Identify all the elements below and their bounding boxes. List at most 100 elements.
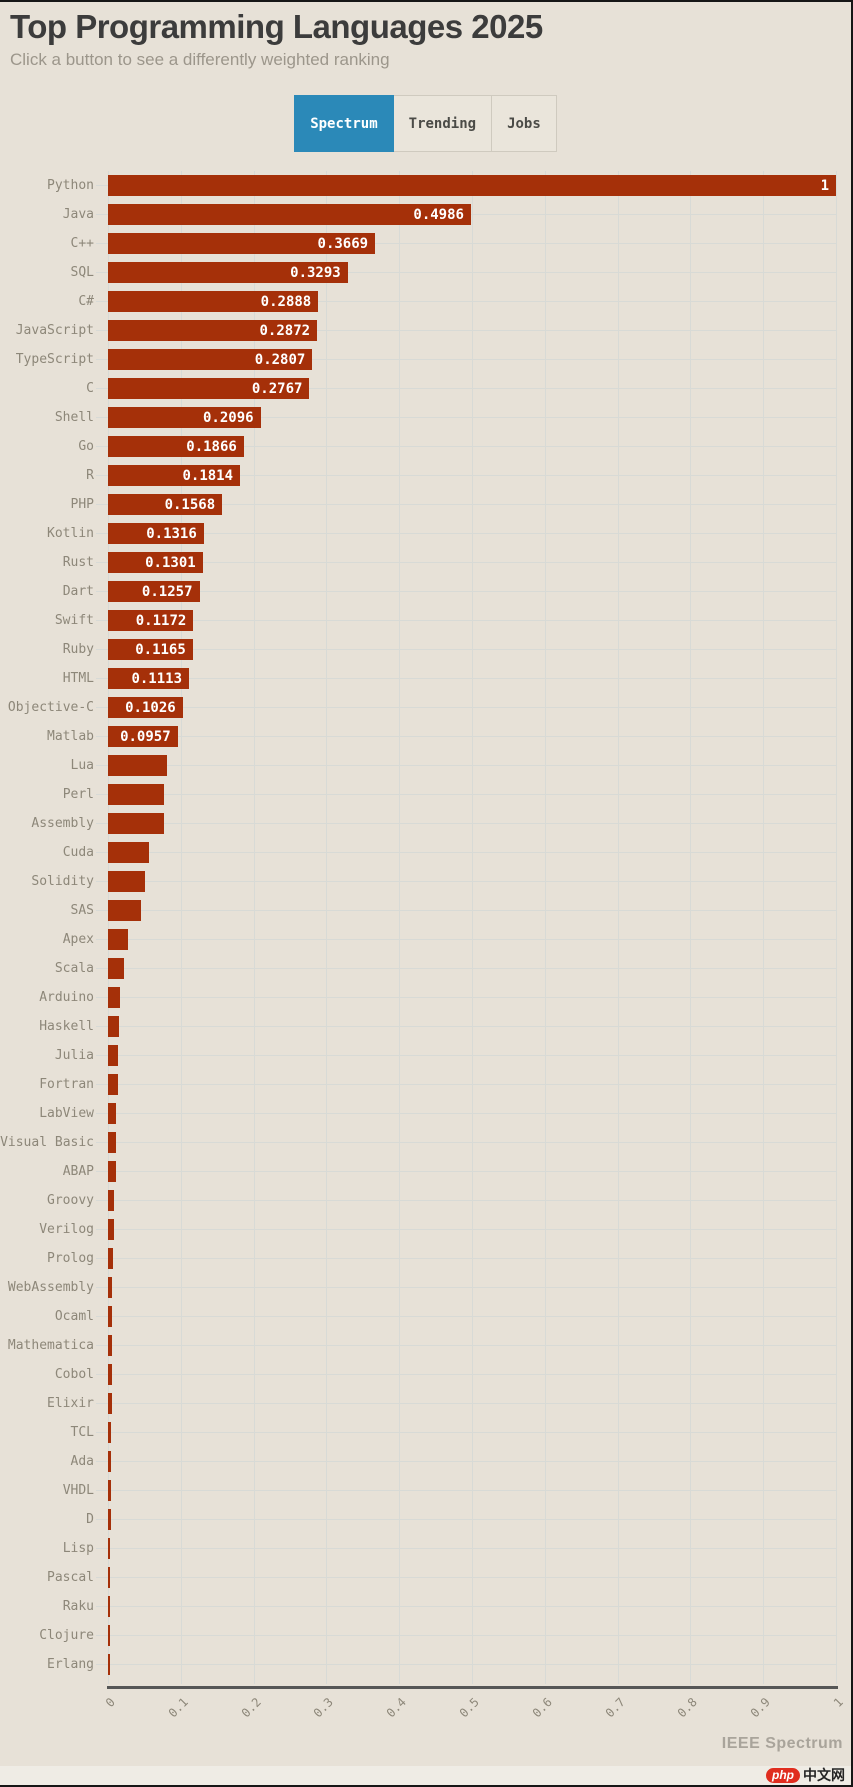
- row-gridline: [96, 1461, 836, 1462]
- row-plot-area: [96, 809, 836, 838]
- bar[interactable]: 0.1172: [108, 610, 194, 631]
- bar[interactable]: [108, 1161, 116, 1182]
- bar[interactable]: [108, 1103, 116, 1124]
- bar[interactable]: 0.4986: [108, 204, 471, 225]
- row-gridline: [96, 504, 836, 505]
- ranking-toggle-group: Spectrum Trending Jobs: [0, 95, 851, 152]
- bar[interactable]: [108, 1451, 111, 1472]
- bar-value-label: 0.1026: [125, 699, 176, 716]
- bar[interactable]: 0.1568: [108, 494, 223, 515]
- chart-row-arduino: Arduino: [0, 983, 851, 1012]
- bar[interactable]: 0.1165: [108, 639, 193, 660]
- chart-row-matlab: Matlab 0.0957: [0, 722, 851, 751]
- row-gridline: [96, 330, 836, 331]
- category-label: LabView: [39, 1106, 94, 1121]
- bar[interactable]: [108, 755, 167, 776]
- bar-value-label: 0.1301: [145, 554, 196, 571]
- chart-row-scala: Scala: [0, 954, 851, 983]
- bar[interactable]: 0.1301: [108, 552, 203, 573]
- bar-value-label: 0.4986: [413, 206, 464, 223]
- bar[interactable]: 0.2767: [108, 378, 310, 399]
- bar[interactable]: 0.1316: [108, 523, 204, 544]
- bar[interactable]: [108, 929, 128, 950]
- row-gridline: [96, 301, 836, 302]
- row-gridline: [96, 1577, 836, 1578]
- chart-row-raku: Raku: [0, 1592, 851, 1621]
- bar[interactable]: [108, 1132, 116, 1153]
- bar[interactable]: 0.0957: [108, 726, 178, 747]
- row-plot-area: [96, 1534, 836, 1563]
- bar[interactable]: [108, 871, 146, 892]
- bar[interactable]: [108, 1538, 111, 1559]
- bar[interactable]: [108, 1393, 112, 1414]
- row-gridline: [96, 1374, 836, 1375]
- row-plot-area: 0.1257: [96, 577, 836, 606]
- chart-row-solidity: Solidity: [0, 867, 851, 896]
- bar[interactable]: 0.1257: [108, 581, 200, 602]
- bar[interactable]: 0.2096: [108, 407, 261, 428]
- chart-row-java: Java 0.4986: [0, 200, 851, 229]
- bar[interactable]: 0.1026: [108, 697, 183, 718]
- bar[interactable]: [108, 1277, 113, 1298]
- bar[interactable]: 0.1814: [108, 465, 241, 486]
- row-gridline: [96, 707, 836, 708]
- bar[interactable]: 0.3293: [108, 262, 348, 283]
- bar[interactable]: [108, 813, 165, 834]
- row-plot-area: [96, 1128, 836, 1157]
- bar[interactable]: [108, 900, 142, 921]
- category-label: Scala: [54, 961, 94, 976]
- bar[interactable]: [108, 1248, 114, 1269]
- bar[interactable]: 0.2872: [108, 320, 318, 341]
- bar[interactable]: [108, 1567, 110, 1588]
- row-gridline: [96, 417, 836, 418]
- bar[interactable]: 0.2807: [108, 349, 313, 370]
- bar[interactable]: [108, 784, 165, 805]
- row-plot-area: 0.1172: [96, 606, 836, 635]
- row-plot-area: [96, 983, 836, 1012]
- bar[interactable]: [108, 1335, 112, 1356]
- bar[interactable]: [108, 1306, 113, 1327]
- bar[interactable]: [108, 1480, 111, 1501]
- chart-row-shell: Shell 0.2096: [0, 403, 851, 432]
- row-gridline: [96, 1635, 836, 1636]
- bar[interactable]: [108, 1625, 110, 1646]
- category-label: VHDL: [62, 1483, 94, 1498]
- row-gridline: [96, 1519, 836, 1520]
- row-plot-area: 0.1814: [96, 461, 836, 490]
- bar[interactable]: 0.1866: [108, 436, 244, 457]
- bar[interactable]: [108, 1016, 119, 1037]
- bar[interactable]: 1: [108, 175, 836, 196]
- bar[interactable]: [108, 958, 124, 979]
- bar[interactable]: 0.3669: [108, 233, 376, 254]
- bar[interactable]: 0.1113: [108, 668, 190, 689]
- category-label: SQL: [70, 265, 94, 280]
- bar[interactable]: [108, 1654, 110, 1675]
- category-label: Swift: [54, 613, 94, 628]
- row-plot-area: [96, 1505, 836, 1534]
- chart-row-vhdl: VHDL: [0, 1476, 851, 1505]
- bar[interactable]: 0.2888: [108, 291, 319, 312]
- bar[interactable]: [108, 1596, 110, 1617]
- row-gridline: [96, 1258, 836, 1259]
- row-gridline: [96, 243, 836, 244]
- chart-row-c: C 0.2767: [0, 374, 851, 403]
- row-plot-area: 0.1026: [96, 693, 836, 722]
- ranking-button-jobs[interactable]: Jobs: [492, 95, 557, 152]
- chart-row-abap: ABAP: [0, 1157, 851, 1186]
- ranking-button-spectrum[interactable]: Spectrum: [294, 95, 394, 152]
- chart-row-html: HTML 0.1113: [0, 664, 851, 693]
- bar[interactable]: [108, 1364, 112, 1385]
- ranking-button-trending[interactable]: Trending: [393, 95, 493, 152]
- bar[interactable]: [108, 1045, 119, 1066]
- category-label: Go: [78, 439, 94, 454]
- bar[interactable]: [108, 842, 150, 863]
- bar[interactable]: [108, 1509, 111, 1530]
- bar[interactable]: [108, 1074, 118, 1095]
- bar[interactable]: [108, 1190, 115, 1211]
- row-gridline: [96, 1345, 836, 1346]
- bar[interactable]: [108, 987, 120, 1008]
- watermark: php 中文网: [766, 1768, 845, 1783]
- bar[interactable]: [108, 1219, 114, 1240]
- bar[interactable]: [108, 1422, 112, 1443]
- row-gridline: [96, 1316, 836, 1317]
